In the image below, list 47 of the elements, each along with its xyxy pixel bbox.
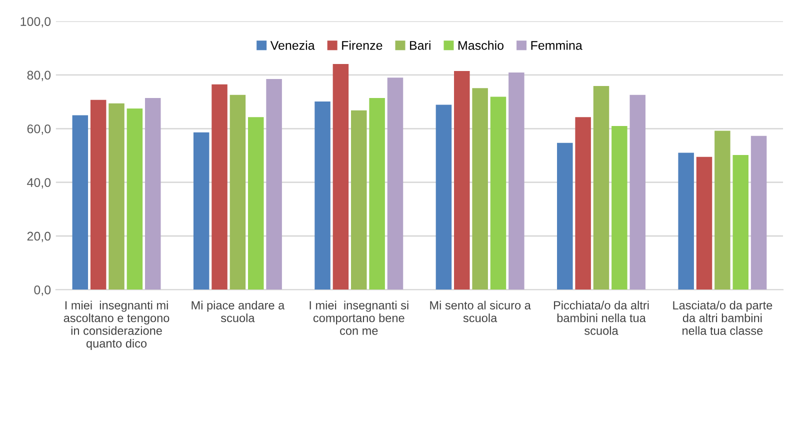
- bar: [212, 84, 228, 290]
- y-tick-label: 40,0: [27, 178, 51, 188]
- bar: [230, 94, 246, 290]
- bar: [126, 108, 143, 290]
- bar: [454, 70, 470, 290]
- bar: [387, 78, 404, 290]
- legend-label: Bari: [410, 40, 430, 50]
- bar: [630, 94, 646, 290]
- legend-label: Femmina: [531, 40, 582, 50]
- bar: [314, 102, 330, 290]
- x-tick-label: I miei insegnanti si comportano bene con me: [310, 300, 408, 335]
- bar: [593, 86, 610, 290]
- bar: [472, 88, 488, 290]
- bar: [714, 130, 730, 290]
- bar: [193, 132, 210, 290]
- legend-label: Maschio: [458, 40, 504, 50]
- bar: [72, 115, 88, 290]
- bar: [332, 64, 349, 290]
- bar: [369, 98, 385, 290]
- bar: [678, 152, 694, 290]
- bar: [696, 156, 712, 290]
- bar: [490, 96, 506, 290]
- bar: [508, 72, 524, 290]
- x-tick-label: Mi sento al sicuro a scuola: [430, 300, 531, 322]
- x-tick-label: Mi piace andare a scuola: [192, 300, 285, 322]
- bar: [436, 104, 452, 290]
- y-tick-label: 20,0: [27, 232, 51, 242]
- x-tick-label: Lasciata/o da parte da altri bambini nella tua classe: [673, 300, 772, 335]
- legend-label: Firenze: [342, 40, 382, 50]
- bar: [750, 136, 767, 290]
- y-tick-label: 60,0: [27, 124, 51, 135]
- bar: [90, 100, 106, 290]
- bar: [266, 79, 282, 290]
- legend-label: Venezia: [270, 40, 315, 50]
- y-tick-label: 100,0: [20, 17, 51, 28]
- y-tick-label: 0,0: [34, 285, 51, 296]
- bar: [248, 117, 264, 290]
- bar: [612, 126, 628, 290]
- bar: [732, 154, 748, 290]
- x-tick-label: Picchiata/o da altri bambini nella tua scuola: [554, 300, 649, 335]
- x-tick-label: I miei insegnanti mi ascoltano e tengono in considerazione quanto dico: [64, 300, 170, 350]
- bar: [575, 117, 591, 290]
- y-tick-label: 80,0: [27, 70, 51, 82]
- bar: [145, 98, 161, 290]
- bar: [351, 110, 367, 290]
- bar: [557, 142, 573, 290]
- bar: [108, 103, 124, 290]
